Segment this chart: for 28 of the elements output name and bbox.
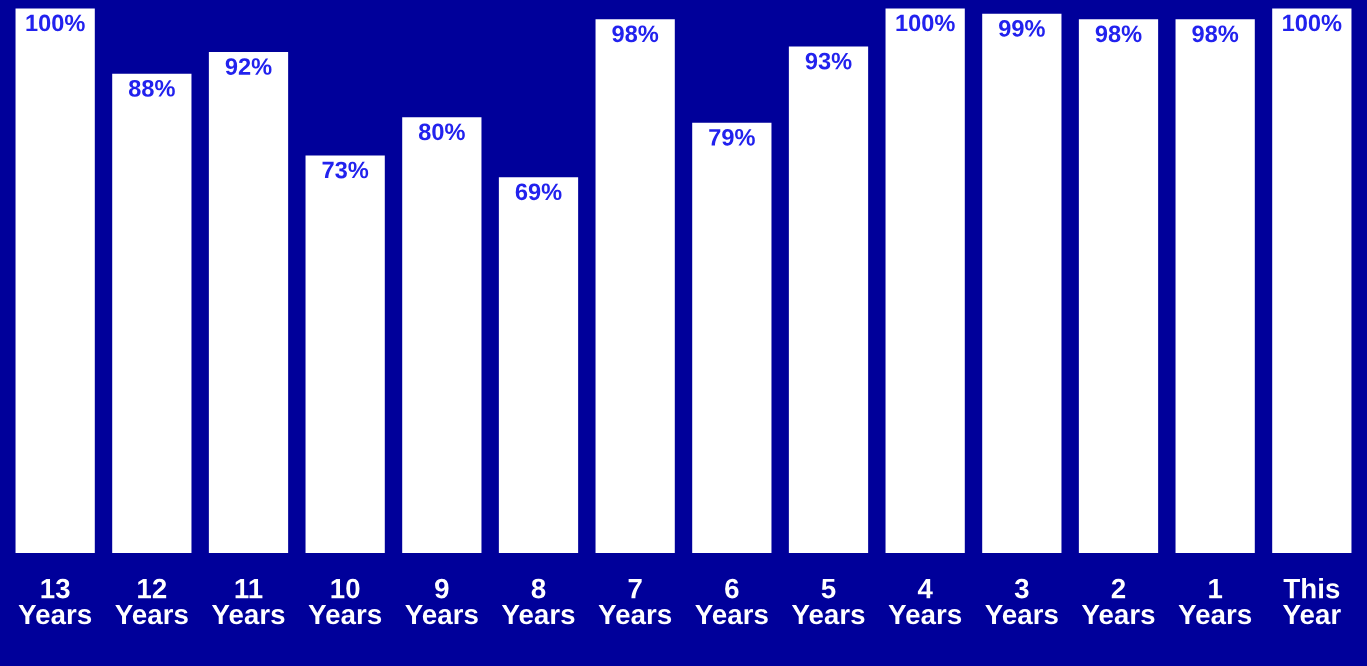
x-tick-label: This Year — [1282, 578, 1341, 625]
data-label: 99% — [999, 20, 1045, 37]
data-label: 100% — [1283, 14, 1342, 32]
data-label: 80% — [418, 123, 465, 141]
x-tick-label: 9 Years — [405, 578, 478, 625]
x-tick-label: 3 Years — [985, 578, 1058, 625]
data-label: 73% — [322, 161, 369, 179]
data-label: 98% — [1095, 25, 1142, 43]
x-tick-label: 10 Years — [308, 578, 382, 625]
data-label: 100% — [896, 14, 955, 32]
x-tick-label: 5 Years — [791, 579, 865, 625]
x-tick-label: 8 Years — [501, 578, 575, 625]
data-label: 92% — [225, 58, 272, 75]
data-label: 79% — [709, 128, 755, 146]
x-tick-label: 11 Years — [211, 579, 285, 625]
data-label: 93% — [805, 52, 852, 70]
x-tick-label: 1 Years — [1178, 579, 1252, 625]
x-tick-label: 6 Years — [695, 578, 768, 625]
x-tick-label: 12 Years — [115, 578, 188, 625]
x-tick-label: 7 Years — [598, 579, 672, 625]
x-tick-label: 4 Years — [888, 579, 962, 625]
data-label: 88% — [128, 79, 175, 97]
x-tick-label: 2 Years — [1081, 578, 1155, 625]
data-label: 98% — [612, 25, 659, 43]
x-tick-label: 13 Years — [18, 578, 92, 625]
data-label: 69% — [515, 183, 562, 201]
data-label: 98% — [1192, 25, 1239, 43]
data-label: 100% — [26, 14, 85, 32]
